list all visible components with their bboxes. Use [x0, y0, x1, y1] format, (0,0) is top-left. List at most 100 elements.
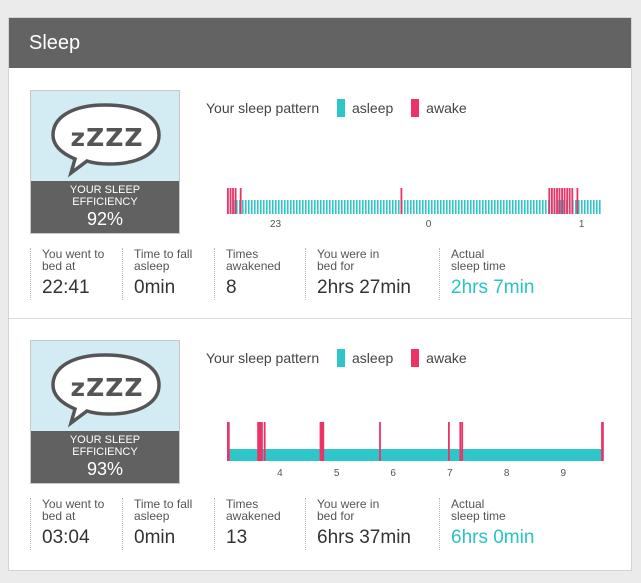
stat-times-awakened: Times awakened 13 — [214, 498, 305, 550]
asleep-segment — [530, 200, 532, 214]
asleep-segment — [509, 200, 511, 214]
asleep-segment — [449, 200, 451, 214]
asleep-segment — [575, 200, 577, 214]
asleep-segment — [596, 200, 598, 214]
asleep-segment — [317, 200, 319, 214]
asleep-segment — [275, 200, 277, 214]
awake-mark — [553, 188, 556, 214]
asleep-segment — [350, 200, 352, 214]
asleep-segment — [266, 200, 268, 214]
asleep-segment — [440, 200, 442, 214]
awake-mark — [261, 422, 263, 461]
awake-swatch — [411, 349, 420, 367]
asleep-segment — [458, 200, 460, 214]
asleep-segment — [527, 200, 529, 214]
awake-mark — [320, 422, 323, 461]
asleep-segment — [410, 200, 412, 214]
awake-mark — [239, 188, 242, 214]
stat-value: 6hrs 37min — [317, 527, 411, 548]
asleep-segment — [404, 200, 406, 214]
stat-label: You were in — [317, 497, 380, 511]
asleep-segment — [260, 200, 262, 214]
efficiency-label-line2: EFFICIENCY — [72, 196, 138, 208]
chart-legend: Your sleep pattern asleep awake — [206, 99, 467, 117]
asleep-segment — [533, 200, 535, 214]
stat-label: bed at — [42, 509, 76, 523]
asleep-segment — [359, 200, 361, 214]
asleep-segment — [236, 200, 238, 214]
asleep-segment — [338, 200, 340, 214]
stat-label: bed at — [42, 259, 76, 273]
asleep-segment — [392, 200, 394, 214]
section-divider — [9, 318, 631, 319]
asleep-segment — [521, 200, 523, 214]
asleep-segment — [284, 200, 286, 214]
asleep-swatch — [337, 99, 346, 117]
asleep-segment — [305, 200, 307, 214]
stat-label: awakened — [226, 509, 281, 523]
legend-title: Your sleep pattern — [206, 350, 320, 366]
stat-value: 22:41 — [42, 277, 90, 298]
asleep-segment — [524, 200, 526, 214]
asleep-segment — [383, 200, 385, 214]
asleep-segment — [287, 200, 289, 214]
asleep-segment — [353, 200, 355, 214]
asleep-segment — [497, 200, 499, 214]
stat-label: Time to fall — [134, 247, 193, 261]
asleep-segment — [290, 200, 292, 214]
asleep-segment — [479, 200, 481, 214]
asleep-segment — [341, 200, 343, 214]
stat-time-to-fall-asleep: Time to fall asleep 0min — [122, 248, 214, 300]
asleep-segment — [296, 200, 298, 214]
awake-mark — [571, 188, 574, 214]
sleep-pattern-chart: 4 5 6 7 8 9 — [227, 422, 604, 479]
asleep-segment — [425, 200, 427, 214]
efficiency-label-line1: YOUR SLEEP — [69, 434, 141, 446]
asleep-segment — [254, 200, 256, 214]
efficiency-card: zZZZ YOUR SLEEP EFFICIENCY 92% — [30, 90, 180, 234]
asleep-segment — [536, 200, 538, 214]
awake-mark — [561, 188, 563, 214]
asleep-segment — [365, 200, 367, 214]
stat-label: Actual — [451, 247, 485, 261]
legend-awake: awake — [426, 100, 467, 116]
stat-label: Times — [226, 247, 259, 261]
x-tick-label: 5 — [334, 468, 340, 479]
asleep-segment — [377, 200, 379, 214]
awake-mark — [576, 188, 579, 214]
asleep-segment — [371, 200, 373, 214]
asleep-segment — [356, 200, 358, 214]
efficiency-panel: YOUR SLEEP EFFICIENCY 93% — [31, 431, 179, 483]
awake-mark — [400, 188, 403, 214]
stat-value: 0min — [134, 527, 176, 548]
awake-mark — [459, 422, 462, 461]
stat-label: asleep — [134, 259, 170, 273]
stat-time-in-bed: You were in bed for 6hrs 37min — [305, 498, 439, 550]
sleep-session-2: zZZZ YOUR SLEEP EFFICIENCY 93% Your slee… — [9, 318, 631, 568]
stat-label: sleep time — [451, 259, 506, 273]
stat-label: You were in — [317, 247, 380, 261]
x-tick-label: 7 — [447, 468, 453, 479]
speech-bubble-icon: zZZZ — [51, 353, 161, 428]
awake-mark — [321, 422, 324, 461]
asleep-segment — [245, 200, 247, 214]
efficiency-label-line2: EFFICIENCY — [72, 446, 138, 458]
awake-mark — [448, 422, 450, 461]
bubble-text: zZZZ — [71, 123, 144, 152]
stat-label: sleep time — [451, 509, 506, 523]
asleep-segment — [257, 200, 259, 214]
asleep-segment — [443, 200, 445, 214]
efficiency-label-line1: YOUR SLEEP — [69, 184, 141, 196]
stat-label: bed for — [317, 259, 355, 273]
awake-mark — [566, 188, 569, 214]
awake-mark — [257, 422, 259, 461]
asleep-segment — [323, 200, 325, 214]
stat-value: 2hrs 7min — [451, 277, 535, 298]
legend-awake: awake — [426, 350, 467, 366]
awake-mark — [379, 422, 381, 461]
asleep-segment — [380, 200, 382, 214]
asleep-segment — [395, 200, 397, 214]
asleep-segment — [407, 200, 409, 214]
asleep-segment — [512, 200, 514, 214]
x-tick-label: 4 — [277, 468, 283, 479]
